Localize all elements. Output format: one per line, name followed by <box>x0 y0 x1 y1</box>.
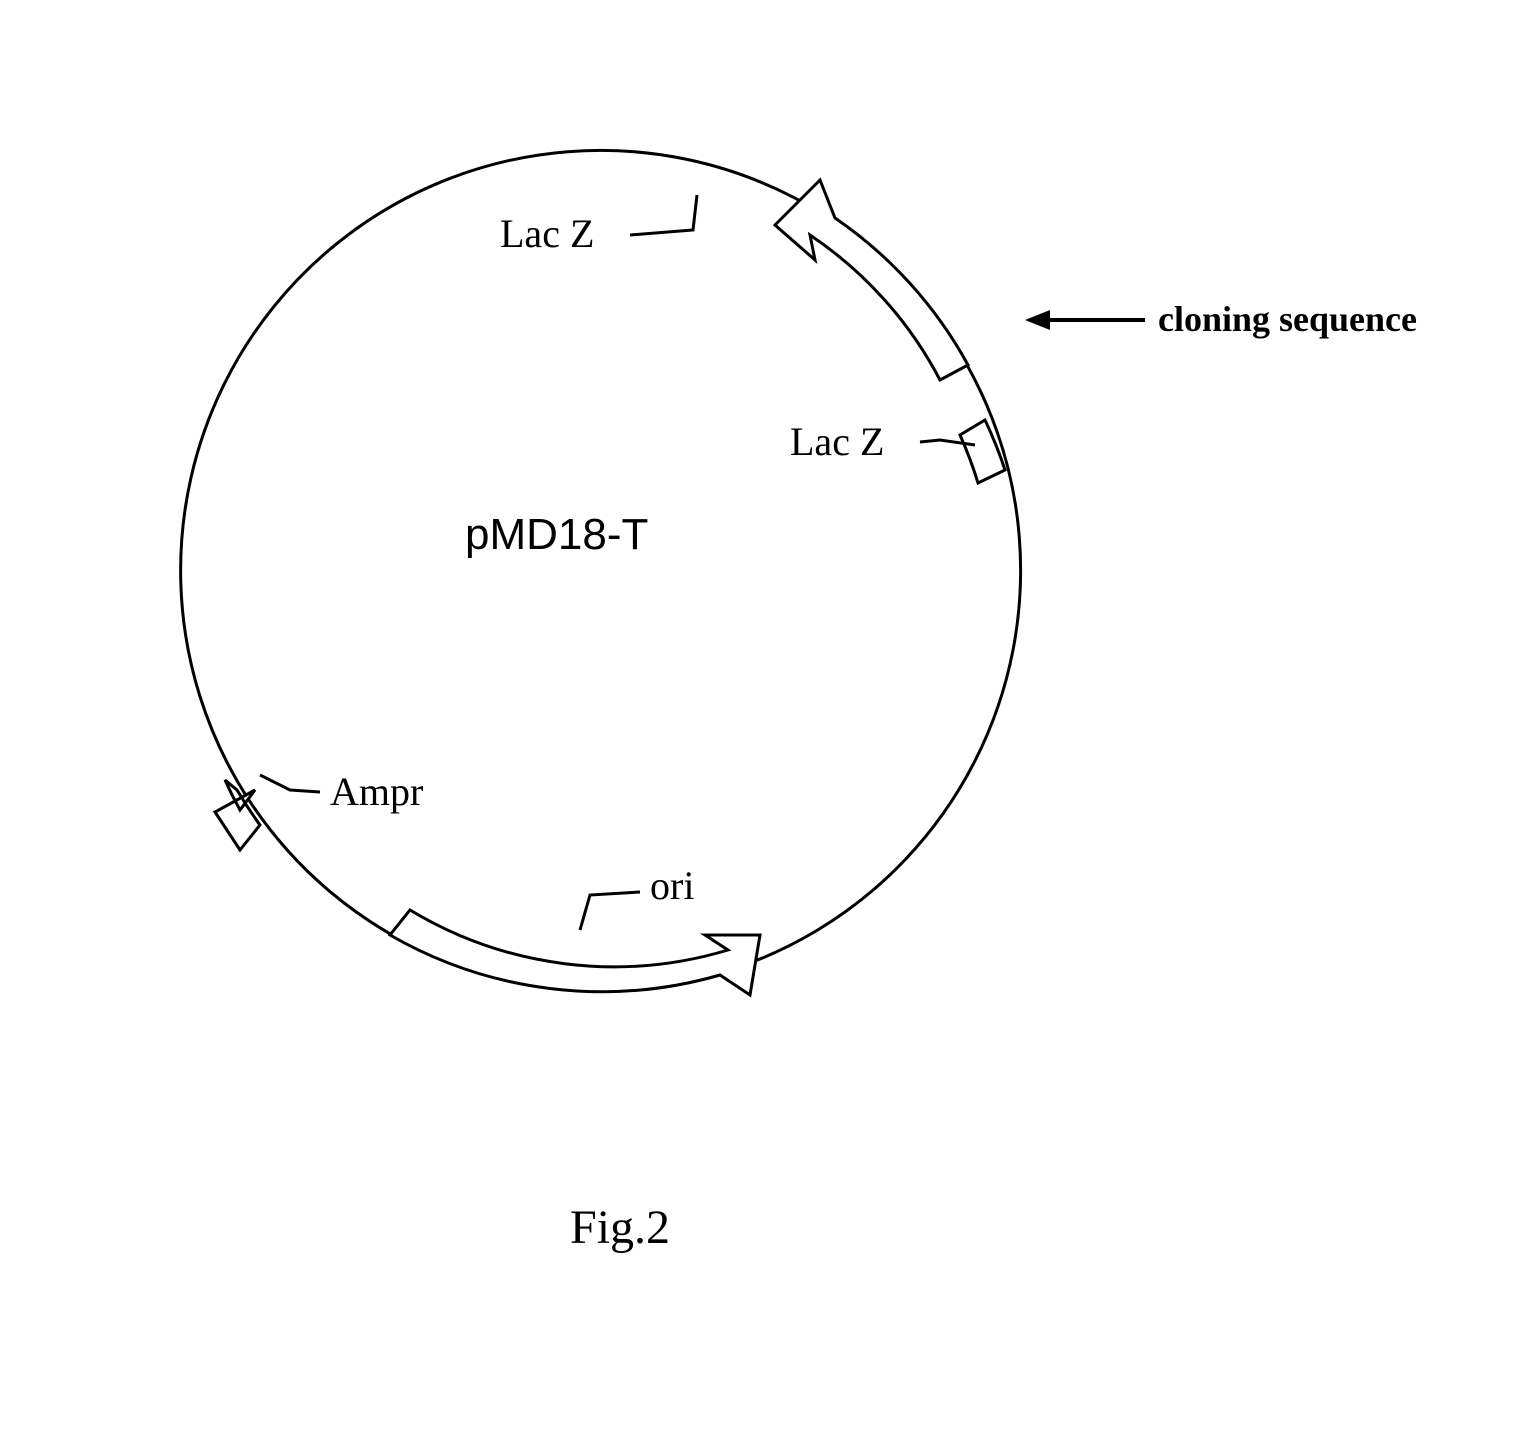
ori-tick <box>580 892 640 930</box>
ampr-arrow <box>215 780 260 850</box>
plasmid-svg <box>0 0 1513 1433</box>
ori-label: ori <box>650 862 694 909</box>
lacz-top-tick <box>630 195 697 235</box>
lacz-short-label: Lac Z <box>790 418 884 465</box>
cloning-sequence-label: cloning sequence <box>1158 298 1417 340</box>
plasmid-name: pMD18-T <box>465 510 648 560</box>
cloning-arrow-head <box>1025 310 1050 330</box>
lacz-top-label: Lac Z <box>500 210 594 257</box>
figure-title: Fig.2 <box>570 1200 670 1255</box>
lacz-top-arrow <box>775 180 968 380</box>
diagram-container: pMD18-T Lac Z Lac Z ori Ampr cloning seq… <box>0 0 1513 1433</box>
ampr-tick <box>260 775 320 792</box>
ampr-label: Ampr <box>330 768 423 815</box>
ori-arrow <box>390 910 760 995</box>
lacz-short-block <box>960 420 1005 483</box>
